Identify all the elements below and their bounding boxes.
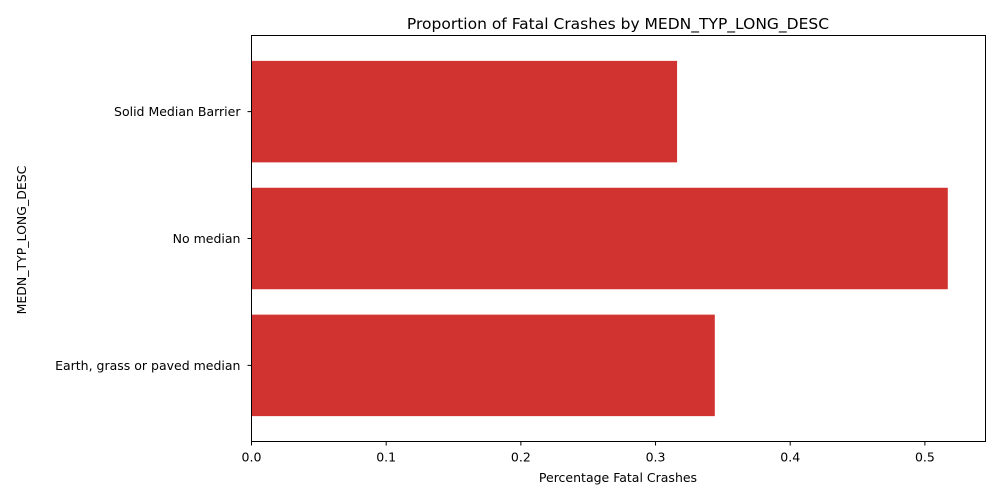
x-axis-label: Percentage Fatal Crashes (539, 470, 697, 485)
bar (251, 314, 715, 417)
y-tick-label: Earth, grass or paved median (55, 358, 240, 373)
x-tick-label: 0.0 (242, 450, 262, 465)
x-tick-label: 0.5 (915, 450, 935, 465)
bar (251, 187, 948, 290)
x-axis-ticks: 0.0 0.1 0.2 0.3 0.4 0.5 (242, 441, 935, 465)
y-axis-ticks: Earth, grass or paved median No median Sol… (55, 104, 252, 373)
y-axis-label: MEDN_TYP_LONG_DESC (14, 165, 29, 314)
x-tick-label: 0.3 (646, 450, 666, 465)
bar-group (251, 60, 948, 417)
x-tick-label: 0.4 (780, 450, 800, 465)
y-tick-label: Solid Median Barrier (114, 104, 241, 119)
bar (251, 60, 678, 163)
y-tick-label: No median (173, 231, 241, 246)
chart-title: Proportion of Fatal Crashes by MEDN_TYP_… (407, 15, 829, 34)
x-tick-label: 0.2 (511, 450, 531, 465)
x-tick-label: 0.1 (376, 450, 396, 465)
